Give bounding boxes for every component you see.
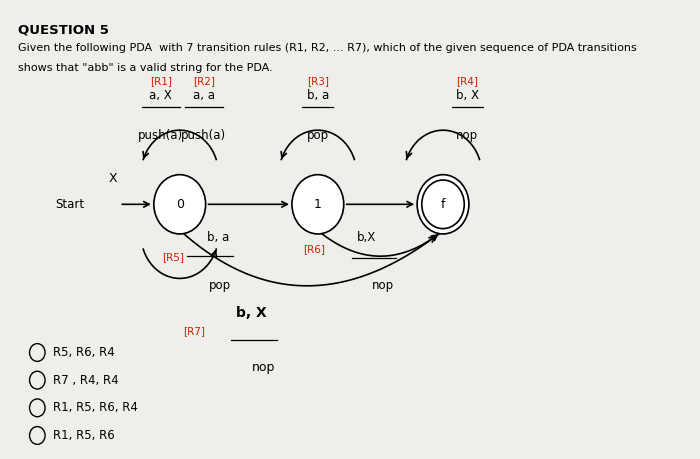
Text: 0: 0 <box>176 198 183 211</box>
Text: R5, R6, R4: R5, R6, R4 <box>52 346 115 359</box>
Text: [R1]: [R1] <box>150 76 171 86</box>
Text: [R2]: [R2] <box>193 76 215 86</box>
Text: b, a: b, a <box>307 89 329 101</box>
Circle shape <box>292 175 344 234</box>
Circle shape <box>29 426 45 444</box>
Text: b, X: b, X <box>456 89 479 101</box>
Text: b, a: b, a <box>207 231 230 244</box>
Text: [R5]: [R5] <box>162 252 184 262</box>
Circle shape <box>29 344 45 361</box>
Text: nop: nop <box>251 361 275 375</box>
Text: shows that "abb" is a valid string for the PDA.: shows that "abb" is a valid string for t… <box>18 63 273 73</box>
Text: b, X: b, X <box>236 306 267 320</box>
Text: a, X: a, X <box>149 89 172 101</box>
Text: a, a: a, a <box>193 89 215 101</box>
Text: [R6]: [R6] <box>304 244 326 254</box>
Text: [R4]: [R4] <box>456 76 478 86</box>
Text: X: X <box>109 172 118 185</box>
Text: nop: nop <box>372 280 394 292</box>
Circle shape <box>154 175 206 234</box>
Text: [R7]: [R7] <box>183 326 205 336</box>
Text: R7 , R4, R4: R7 , R4, R4 <box>52 374 118 386</box>
Text: R1, R5, R6, R4: R1, R5, R6, R4 <box>52 401 138 414</box>
Text: b,X: b,X <box>357 231 376 244</box>
Circle shape <box>29 371 45 389</box>
Text: nop: nop <box>456 129 478 142</box>
Text: 1: 1 <box>314 198 322 211</box>
Text: pop: pop <box>307 129 329 142</box>
Text: push(a): push(a) <box>138 129 183 142</box>
Text: QUESTION 5: QUESTION 5 <box>18 23 109 37</box>
Text: Given the following PDA  with 7 transition rules (R1, R2, ... R7), which of the : Given the following PDA with 7 transitio… <box>18 43 637 53</box>
Text: R1, R5, R6: R1, R5, R6 <box>52 429 115 442</box>
Text: f: f <box>441 198 445 211</box>
Circle shape <box>29 399 45 417</box>
Text: pop: pop <box>209 280 231 292</box>
Circle shape <box>417 175 469 234</box>
Text: Start: Start <box>56 198 85 211</box>
Text: [R3]: [R3] <box>307 76 329 86</box>
Text: push(a): push(a) <box>181 129 227 142</box>
